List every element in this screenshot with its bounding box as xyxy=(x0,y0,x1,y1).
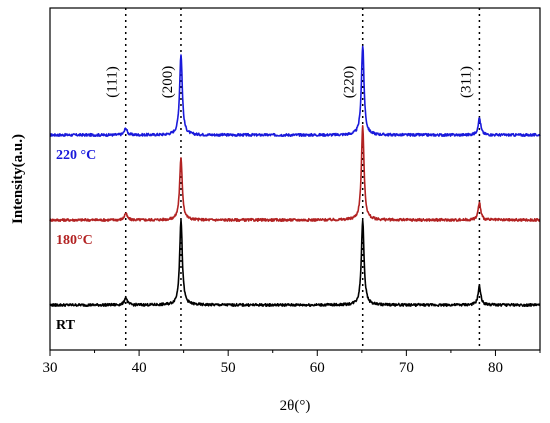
plot-frame xyxy=(49,7,541,351)
series-line xyxy=(49,125,541,222)
peak-label: (111) xyxy=(105,66,121,97)
series-label: 220 °C xyxy=(56,148,96,163)
y-axis-title: Intensity(a.u.) xyxy=(10,134,26,224)
x-tick-label: 40 xyxy=(132,360,147,376)
x-axis-title: 2θ(°) xyxy=(280,398,311,414)
series-line xyxy=(49,45,541,137)
x-tick-label: 80 xyxy=(488,360,503,376)
x-tick-label: 30 xyxy=(43,360,58,376)
x-tick-label: 60 xyxy=(310,360,325,376)
x-tick-label: 50 xyxy=(221,360,236,376)
series-label: RT xyxy=(56,318,76,333)
peak-label: (200) xyxy=(160,66,176,99)
series-line xyxy=(49,219,541,307)
series-label: 180°C xyxy=(56,233,93,248)
x-tick-label: 70 xyxy=(399,360,414,376)
peak-label: (311) xyxy=(458,66,474,98)
plot-area: (111) (200) (220) (311) 220 °C 180°C RT xyxy=(49,8,541,350)
x-axis-ticks: 30 40 50 60 70 80 xyxy=(43,350,541,376)
peak-label: (220) xyxy=(342,66,358,99)
